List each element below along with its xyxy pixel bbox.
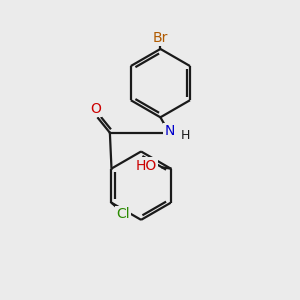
Text: Cl: Cl bbox=[117, 207, 130, 221]
Text: H: H bbox=[181, 129, 190, 142]
Text: N: N bbox=[164, 124, 175, 138]
Text: Br: Br bbox=[153, 31, 168, 45]
Text: HO: HO bbox=[136, 159, 157, 172]
Text: O: O bbox=[91, 102, 101, 116]
